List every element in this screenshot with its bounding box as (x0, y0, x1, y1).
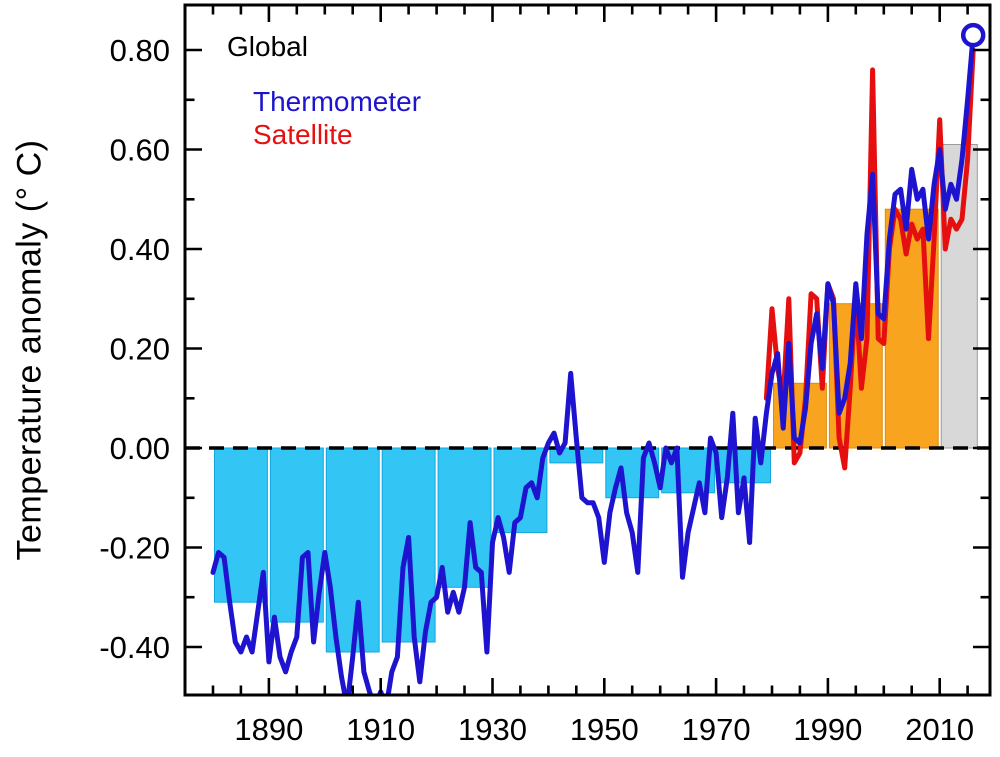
x-tick-label-1970: 1970 (682, 712, 751, 747)
legend-label-global: Global (227, 31, 308, 62)
legend-label-thermometer: Thermometer (253, 86, 422, 117)
x-tick-label-1990: 1990 (793, 712, 862, 747)
axis-ticks (185, 5, 990, 695)
x-tick-label-1890: 1890 (234, 712, 303, 747)
latest-year-marker (960, 22, 986, 48)
legend-label-satellite: Satellite (253, 119, 353, 150)
y-tick-label-0.00: 0.00 (110, 431, 170, 466)
x-tick-label-2010: 2010 (905, 712, 974, 747)
y-tick-label--0.40: -0.40 (99, 630, 170, 665)
y-tick-label-0.80: 0.80 (110, 33, 170, 68)
y-tick-label-0.60: 0.60 (110, 132, 170, 167)
y-axis-title: Temperature anomaly (° C) (10, 139, 49, 561)
x-tick-label-1930: 1930 (458, 712, 527, 747)
decade-bar-1880s (214, 447, 268, 603)
y-tick-label-0.40: 0.40 (110, 232, 170, 267)
x-tick-label-1950: 1950 (570, 712, 639, 747)
x-tick-label-1910: 1910 (346, 712, 415, 747)
y-tick-labels: -0.40 -0.20 0.00 0.20 0.40 0.60 0.80 (99, 33, 170, 665)
thermometer-line (210, 32, 976, 695)
plot-frame (183, 3, 992, 697)
y-tick-label-0.20: 0.20 (110, 331, 170, 366)
decade-bar-1890s (269, 447, 324, 623)
y-tick-label--0.20: -0.20 (99, 530, 170, 565)
x-tick-labels: 1890 1910 1930 1950 1970 1990 2010 (234, 712, 974, 747)
